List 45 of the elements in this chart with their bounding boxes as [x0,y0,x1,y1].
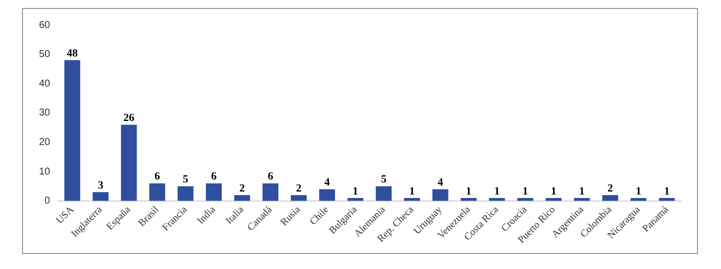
bar [64,60,80,201]
data-label: 4 [438,176,444,189]
x-tick-label: Chile [308,204,332,228]
bar [432,189,448,201]
bar [234,195,250,201]
data-label: 5 [182,174,189,186]
bar [376,186,392,201]
data-label: 6 [154,170,160,183]
data-label: 1 [494,185,500,198]
bar [319,189,336,201]
data-label: 1 [636,185,642,198]
bar [149,183,166,201]
x-tick-label: Italia [224,204,247,227]
data-label: 6 [211,170,218,183]
bar [602,195,618,201]
data-label: 5 [380,174,387,186]
data-label: 4 [324,176,330,189]
data-label: 2 [607,182,614,194]
data-label: 2 [239,182,246,194]
data-label: 1 [352,185,358,198]
bar [178,186,194,201]
bar [92,192,109,201]
y-tick-label: 40 [39,78,51,90]
bar [262,183,278,201]
data-label: 1 [664,185,670,198]
y-tick-label: 60 [39,20,51,31]
y-tick-label: 10 [39,166,51,178]
data-label: 1 [466,185,472,198]
data-label: 1 [550,185,556,198]
bar [206,183,222,201]
y-tick-label: 50 [39,49,51,60]
y-tick-label: 30 [39,108,51,119]
data-label: 48 [66,48,78,60]
bar [290,195,307,201]
data-label: 1 [579,185,585,198]
data-label: 1 [522,185,528,198]
data-label: 3 [98,179,104,192]
x-tick-label: India [196,204,218,227]
data-label: 1 [409,185,415,198]
y-tick-label: 0 [44,196,51,207]
data-label: 6 [268,170,274,183]
y-tick-label: 20 [39,137,51,148]
data-label: 26 [123,112,135,124]
bar [120,124,137,201]
data-label: 2 [296,182,302,194]
